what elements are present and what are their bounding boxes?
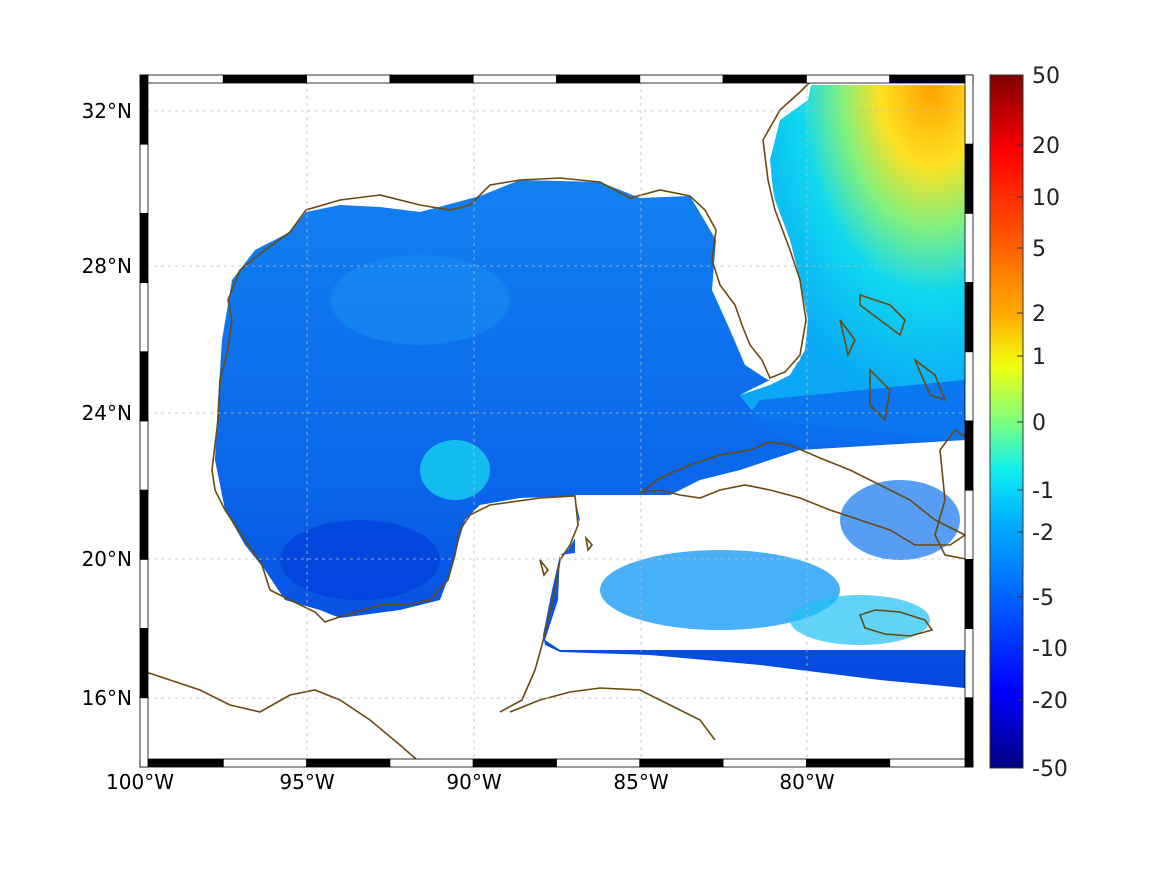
frame-segment bbox=[964, 74, 974, 145]
frame-segment bbox=[139, 74, 149, 145]
y-tick-label: 16°N bbox=[82, 686, 132, 710]
colorbar: 50 20 10 5 2 1 0 -1 -2 -5 -10 -20 -50 bbox=[989, 64, 1068, 782]
frame-segment bbox=[472, 74, 557, 84]
atlantic-field-south bbox=[745, 380, 965, 445]
frame-segment bbox=[139, 143, 149, 214]
frame-segment bbox=[964, 489, 974, 560]
frame-segment bbox=[889, 74, 974, 84]
frame-segment bbox=[889, 758, 974, 768]
colorbar-tick-labels: 50 20 10 5 2 1 0 -1 -2 -5 -10 -20 -50 bbox=[1032, 64, 1068, 782]
bahamas-outline bbox=[839, 293, 947, 422]
frame-segment bbox=[806, 74, 891, 84]
frame-segment bbox=[722, 74, 807, 84]
frame-segment bbox=[389, 74, 474, 84]
colorbar-tick-label: -1 bbox=[1032, 479, 1054, 504]
colorbar-ticks bbox=[1017, 74, 1023, 769]
gulf-warm-patch bbox=[420, 440, 490, 500]
map-frame bbox=[139, 74, 974, 768]
y-tick-label: 28°N bbox=[82, 254, 132, 278]
frame-segment bbox=[556, 758, 641, 768]
x-tick-label: 85°W bbox=[613, 770, 668, 794]
y-tick-labels: 32°N 28°N 24°N 20°N 16°N bbox=[82, 99, 132, 710]
x-tick-label: 90°W bbox=[446, 770, 501, 794]
colorbar-tick-label: 50 bbox=[1032, 64, 1060, 89]
colorbar-tick-label: -2 bbox=[1032, 521, 1054, 546]
frame-segment bbox=[139, 74, 224, 84]
frame-segment bbox=[639, 74, 724, 84]
frame-segment bbox=[964, 143, 974, 214]
colorbar-tick-label: 1 bbox=[1032, 345, 1046, 370]
frame-segment bbox=[964, 420, 974, 491]
plot-area bbox=[140, 75, 973, 767]
frame-segment bbox=[139, 489, 149, 560]
atlantic-field bbox=[740, 85, 965, 440]
frame-segment bbox=[556, 74, 641, 84]
yucatan-land bbox=[440, 496, 580, 660]
colorbar-tick-label: 5 bbox=[1032, 237, 1046, 262]
mexico-gulf-coast bbox=[211, 469, 579, 713]
frame-segment bbox=[139, 420, 149, 491]
frame-segment bbox=[964, 351, 974, 422]
frame-segment bbox=[139, 212, 149, 283]
florida-land bbox=[690, 80, 812, 380]
frame-segment bbox=[139, 559, 149, 630]
frame-segment bbox=[139, 697, 149, 768]
colorbar-tick-label: 0 bbox=[1032, 411, 1046, 436]
colorbar-tick-label: -20 bbox=[1032, 689, 1068, 714]
frame-segment bbox=[722, 758, 807, 768]
colorbar-tick-label: 20 bbox=[1032, 134, 1060, 159]
colorbar-tick-label: 10 bbox=[1032, 186, 1060, 211]
jamaica-outline bbox=[858, 609, 934, 637]
frame-segment bbox=[222, 758, 308, 768]
caribbean-patch bbox=[790, 595, 930, 645]
y-tick-label: 24°N bbox=[82, 401, 132, 425]
frame-segment bbox=[222, 74, 308, 84]
frame-segment bbox=[139, 758, 224, 768]
frame-segment bbox=[639, 758, 724, 768]
central-america-coast bbox=[140, 669, 426, 767]
frame-segment bbox=[139, 351, 149, 422]
frame-segment bbox=[806, 758, 891, 768]
y-tick-label: 20°N bbox=[82, 547, 132, 571]
colorbar-tick-label: -5 bbox=[1032, 586, 1054, 611]
frame-segment bbox=[306, 758, 391, 768]
x-tick-labels: 100°W 95°W 90°W 85°W 80°W bbox=[106, 770, 835, 794]
coastlines bbox=[140, 76, 973, 767]
frame-segment bbox=[964, 559, 974, 630]
frame-segment bbox=[139, 282, 149, 353]
frame-segment bbox=[964, 697, 974, 768]
gridlines bbox=[140, 75, 973, 767]
campeche-cold-patch bbox=[280, 520, 440, 600]
x-tick-label: 95°W bbox=[279, 770, 334, 794]
frame-segment bbox=[964, 282, 974, 353]
frame-segment bbox=[964, 212, 974, 283]
us-gulf-coast bbox=[211, 76, 816, 471]
frame-segment bbox=[472, 758, 557, 768]
colorbar-tick-label: -10 bbox=[1032, 637, 1068, 662]
honduras-coast bbox=[509, 687, 716, 741]
frame-segment bbox=[964, 628, 974, 699]
x-tick-label: 80°W bbox=[779, 770, 834, 794]
colorbar-tick-label: -50 bbox=[1032, 757, 1068, 782]
cuba-outline bbox=[639, 441, 967, 546]
frame-segment bbox=[389, 758, 474, 768]
caribbean-patch bbox=[600, 550, 840, 630]
colorbar-tick-label: 2 bbox=[1032, 302, 1046, 327]
frame-segment bbox=[139, 628, 149, 699]
gulf-patch bbox=[330, 255, 510, 345]
hispaniola-outline bbox=[934, 428, 973, 561]
x-tick-label: 100°W bbox=[106, 770, 174, 794]
frame-segment bbox=[306, 74, 391, 84]
y-tick-label: 32°N bbox=[82, 99, 132, 123]
caribbean-patch bbox=[840, 480, 960, 560]
yucatan-east-islands bbox=[539, 535, 594, 577]
